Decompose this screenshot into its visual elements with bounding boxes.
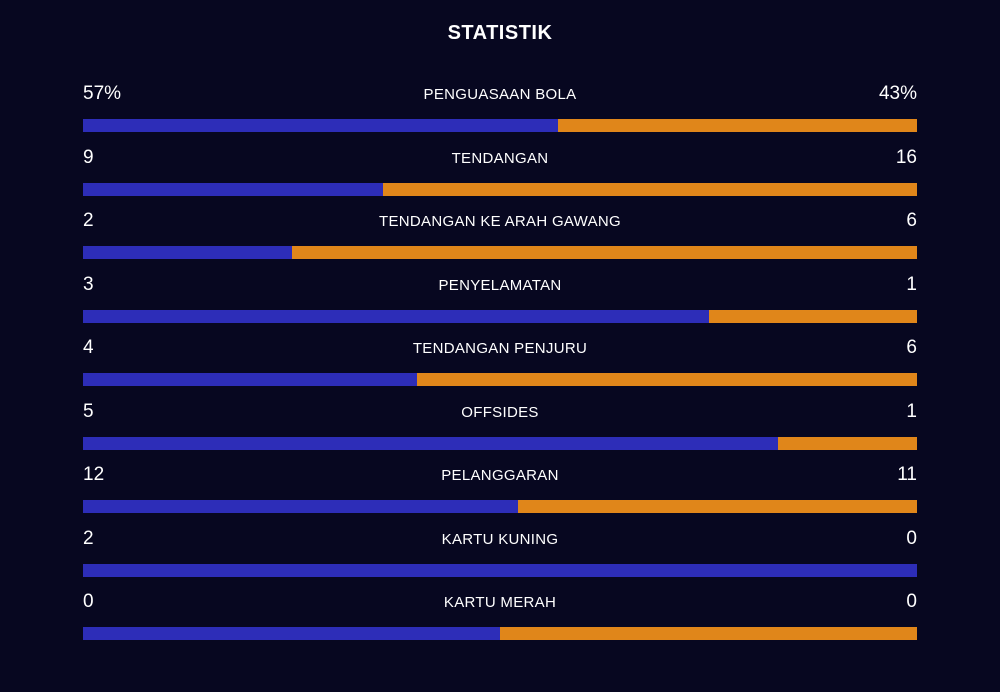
away-value: 6 — [906, 210, 917, 231]
stat-row-tendangan-penjuru: 4 TENDANGAN PENJURU 6 — [83, 334, 917, 398]
home-share-fill — [83, 119, 559, 132]
comparison-bar — [83, 500, 917, 513]
home-value: 5 — [83, 400, 94, 422]
home-value: 2 — [83, 210, 94, 231]
comparison-bar — [83, 309, 917, 323]
comparison-bar — [83, 182, 917, 196]
comparison-bar — [83, 627, 917, 640]
home-value: 12 — [83, 464, 105, 485]
stat-row-kartu-merah: 0 KARTU MERAH 0 — [83, 588, 917, 652]
away-value: 0 — [906, 527, 917, 549]
home-value: 0 — [83, 591, 94, 612]
stat-row-kartu-kuning: 2 KARTU KUNING 0 — [83, 525, 917, 589]
stat-row-tendangan-ke-arah-gawang: 2 TENDANGAN KE ARAH GAWANG 6 — [83, 207, 917, 271]
stat-label: KARTU KUNING — [441, 530, 559, 548]
comparison-bar — [83, 119, 917, 132]
home-share-fill — [83, 246, 292, 259]
away-value: 16 — [895, 146, 917, 168]
away-value: 1 — [906, 273, 917, 295]
away-value: 11 — [897, 464, 917, 485]
home-value: 3 — [83, 273, 94, 295]
stat-row-pelanggaran: 12 PELANGGARAN 11 — [83, 461, 917, 525]
comparison-bar — [83, 436, 917, 450]
home-share-fill — [83, 309, 709, 323]
home-share-fill — [83, 373, 417, 386]
comparison-bar — [83, 246, 917, 259]
stat-label: TENDANGAN PENJURU — [412, 340, 588, 357]
stat-label: PENYELAMATAN — [438, 276, 562, 294]
stat-label: TENDANGAN KE ARAH GAWANG — [379, 213, 621, 230]
stat-label: PENGUASAAN BOLA — [423, 86, 577, 103]
away-value: 1 — [906, 400, 917, 422]
stat-label: PELANGGARAN — [441, 467, 559, 484]
stats-list: 57% PENGUASAAN BOLA 43% 9 TENDANGAN 16 2 TENDAN… — [83, 80, 917, 652]
stat-row-offsides: 5 OFFSIDES 1 — [83, 398, 917, 462]
home-share-fill — [83, 436, 778, 450]
stat-label: OFFSIDES — [461, 403, 539, 421]
away-value: 0 — [906, 591, 917, 612]
home-share-fill — [83, 627, 500, 640]
home-value: 57% — [83, 83, 122, 104]
stat-row-tendangan: 9 TENDANGAN 16 — [83, 144, 917, 208]
stat-row-penyelamatan: 3 PENYELAMATAN 1 — [83, 271, 917, 335]
home-value: 9 — [83, 146, 94, 168]
home-value: 2 — [83, 527, 94, 549]
stat-label: TENDANGAN — [451, 149, 549, 167]
comparison-bar — [83, 373, 917, 386]
stat-row-penguasaan-bola: 57% PENGUASAAN BOLA 43% — [83, 80, 917, 144]
stat-label: KARTU MERAH — [443, 594, 557, 611]
home-value: 4 — [83, 337, 94, 358]
away-value: 6 — [906, 337, 917, 358]
away-value: 43% — [878, 83, 917, 104]
home-share-fill — [83, 563, 917, 577]
page-title: STATISTIK — [447, 22, 553, 44]
comparison-bar — [83, 563, 917, 577]
home-share-fill — [83, 182, 384, 196]
home-share-fill — [83, 500, 519, 513]
